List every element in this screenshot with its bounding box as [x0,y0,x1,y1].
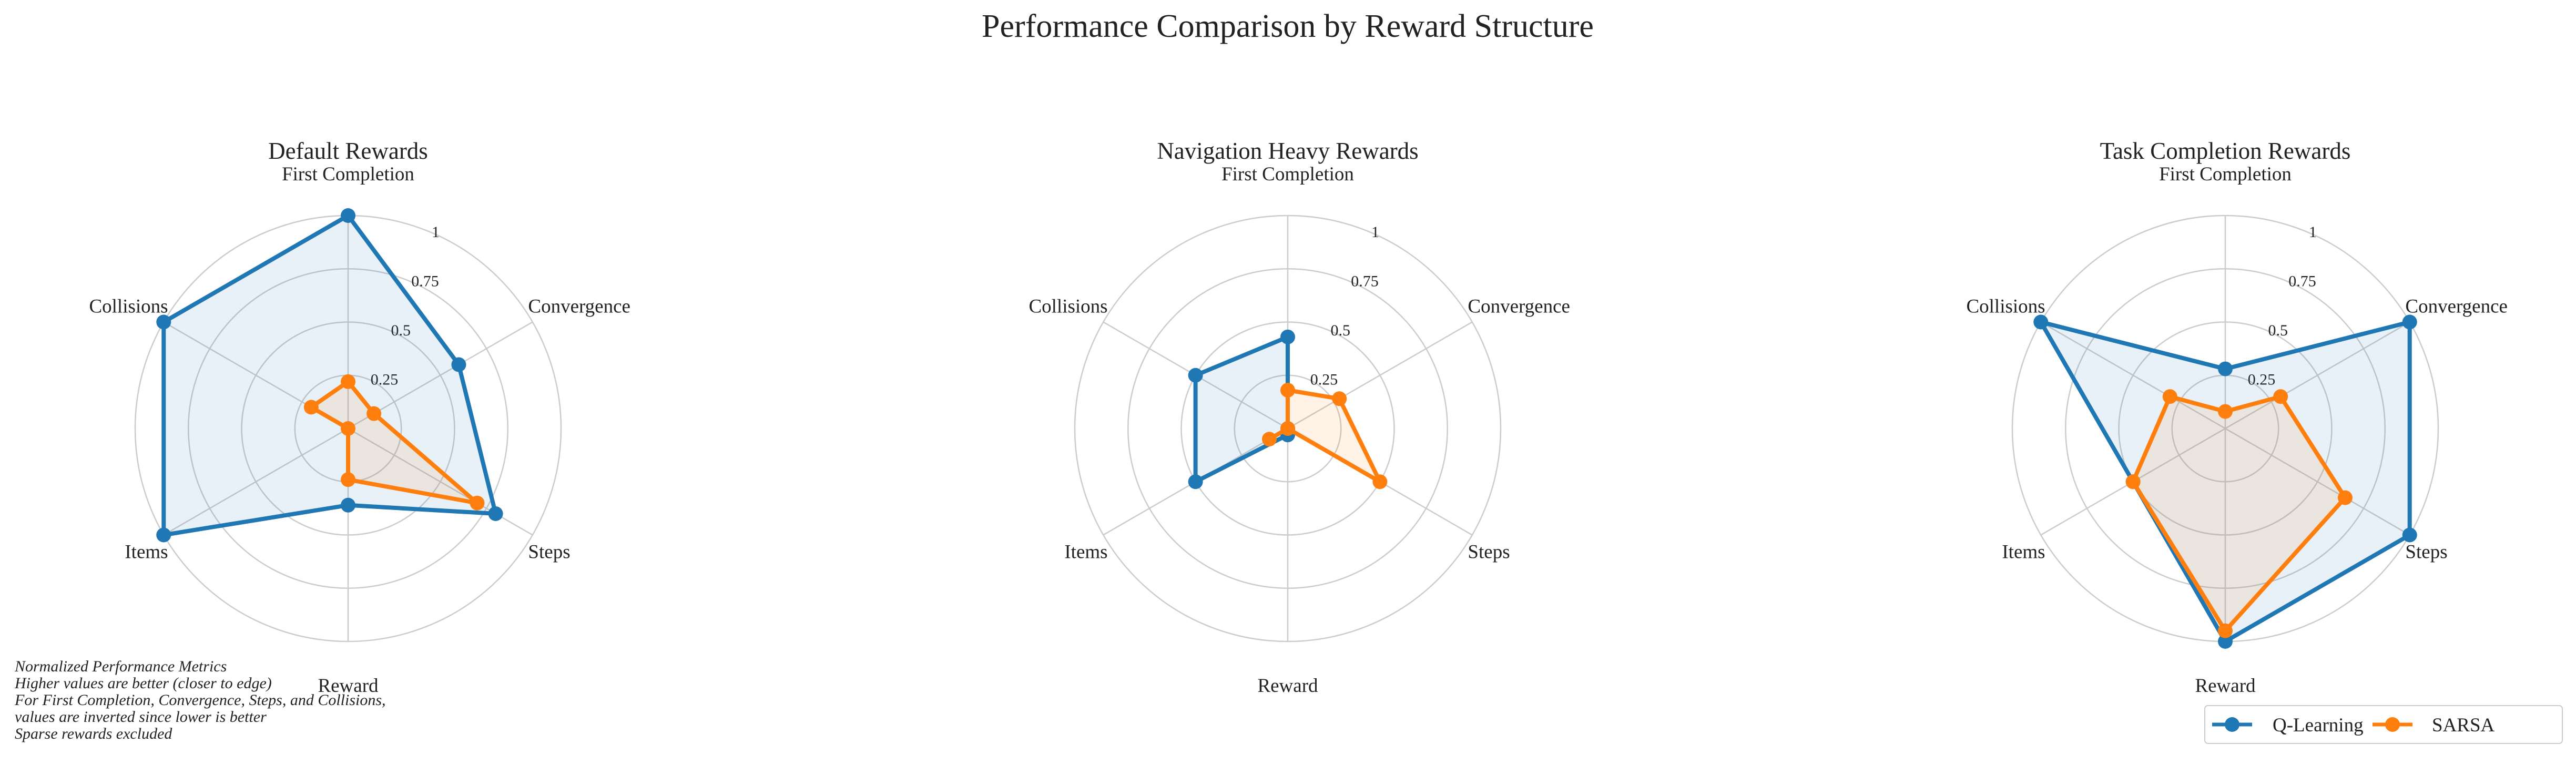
legend-q-learning-marker [2225,717,2239,732]
data-point-q-learning-steps [488,506,503,521]
data-point-q-learning-items [1188,474,1203,489]
data-point-sarsa-convergence [366,406,382,421]
series-fill-sarsa [1269,390,1380,482]
data-point-q-learning-reward [341,497,355,513]
axis-label-steps: Steps [528,542,570,563]
data-point-sarsa-convergence [1332,391,1347,406]
legend: Q-Learning SARSA [2204,705,2563,744]
data-point-q-learning-collisions [2033,314,2049,330]
axis-label-steps: Steps [2405,542,2447,563]
radial-tick-label: 1 [1371,223,1379,241]
data-point-sarsa-steps [2337,490,2353,505]
data-point-sarsa-items [2125,474,2141,489]
footnote-line: For First Completion, Convergence, Steps… [14,691,386,709]
radar-panel-task-completion-rewards: 0.25 0.5 0.75 1 First Completion Convergence S… [1966,138,2508,697]
axis-label-items: Items [125,542,168,563]
data-point-q-learning-steps [2402,527,2417,543]
axis-label-items: Items [2002,542,2045,563]
data-point-sarsa-steps [1372,474,1388,489]
data-point-sarsa-reward [341,472,355,487]
data-point-q-learning-reward [2218,634,2233,649]
axis-label-items: Items [1064,542,1107,563]
radial-tick-label: 0.75 [2288,272,2316,290]
axis-label-reward: Reward [1257,675,1318,697]
data-point-q-learning-first-completion [341,208,355,223]
axis-label-first-completion: First Completion [1221,164,1354,185]
radial-tick-label: 0.75 [1351,272,1379,290]
legend-sarsa-marker [2385,717,2400,732]
data-point-sarsa-items [341,421,355,436]
axis-label-collisions: Collisions [1966,296,2045,318]
figure-title: Performance Comparison by Reward Structu… [982,8,1594,44]
radial-tick-label: 1 [2309,223,2317,241]
panel-title: Navigation Heavy Rewards [1157,138,1418,164]
data-point-sarsa-collisions [1280,421,1295,436]
footnote-line: Sparse rewards excluded [15,725,172,742]
radial-tick-label: 1 [432,223,440,241]
radial-tick-label: 0.25 [2248,371,2276,388]
axis-label-convergence: Convergence [2405,296,2508,318]
grid-spoke [163,427,349,536]
axis-label-first-completion: First Completion [2159,164,2292,185]
grid-spoke [2225,427,2410,536]
series-fill-sarsa [2133,396,2345,631]
panel-title: Task Completion Rewards [2100,138,2351,164]
panel-title: Default Rewards [268,138,428,164]
radial-tick-label: 0.75 [411,272,439,290]
axis-label-first-completion: First Completion [282,164,414,185]
radar-panel-navigation-heavy-rewards: 0.25 0.5 0.75 1 First Completion Convergence S… [1029,138,1570,697]
axis-label-convergence: Convergence [528,296,630,318]
radial-tick-label: 0.5 [391,322,411,339]
data-point-q-learning-first-completion [2218,361,2233,376]
data-point-sarsa-collisions [303,400,319,415]
legend-q-learning-label: Q-Learning [2273,715,2364,736]
data-point-q-learning-items [156,527,171,543]
data-point-sarsa-items [1261,432,1277,447]
footnote: Normalized Performance Metrics Higher va… [14,658,386,742]
data-point-q-learning-collisions [156,314,171,330]
axis-label-steps: Steps [1468,542,1510,563]
axis-label-collisions: Collisions [1029,296,1107,318]
data-point-sarsa-first-completion [2218,404,2233,419]
data-point-sarsa-collisions [2162,389,2177,404]
series-fill-q-learning [2041,322,2410,641]
grid-spoke [1287,321,1473,430]
data-point-sarsa-first-completion [1280,383,1295,398]
series-fill-q-learning [164,216,496,535]
radial-tick-label: 0.5 [2268,322,2288,339]
data-point-q-learning-collisions [1188,368,1203,383]
data-point-sarsa-first-completion [341,374,355,389]
radar-panel-default-rewards: 0.25 0.5 0.75 1 First Completion Convergence S… [89,138,630,697]
radial-tick-label: 0.25 [371,371,399,388]
data-point-sarsa-steps [470,495,485,511]
axis-label-convergence: Convergence [1468,296,1570,318]
legend-sarsa-label: SARSA [2432,715,2495,736]
data-point-q-learning-first-completion [1280,329,1295,344]
data-point-sarsa-convergence [2273,389,2288,404]
footnote-line: Higher values are better (closer to edge… [14,675,272,692]
axis-label-reward: Reward [318,675,379,697]
radar-panels: 0.25 0.5 0.75 1 First Completion Convergence S… [89,138,2508,697]
data-point-q-learning-convergence [451,357,466,372]
data-point-q-learning-convergence [2402,314,2417,330]
axis-label-collisions: Collisions [89,296,168,318]
radial-tick-label: 0.25 [1310,371,1338,388]
footnote-line: Normalized Performance Metrics [14,658,227,675]
radial-tick-label: 0.5 [1330,322,1350,339]
data-point-sarsa-reward [2218,623,2233,638]
axis-label-reward: Reward [2195,675,2256,697]
grid-spoke [2225,321,2410,430]
footnote-line: values are inverted since lower is bette… [15,708,267,726]
series-fill-sarsa [311,381,477,503]
grid-spoke [2040,321,2226,430]
